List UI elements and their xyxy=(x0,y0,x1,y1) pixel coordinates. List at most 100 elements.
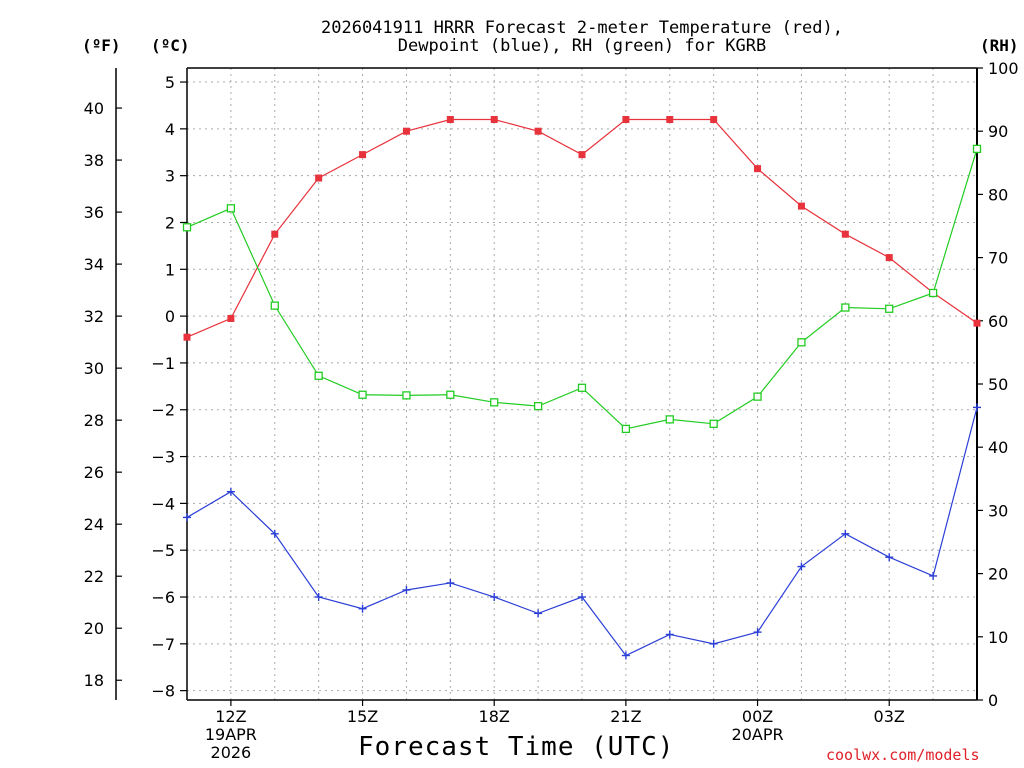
celsius-tick-label: 3 xyxy=(165,167,175,186)
temperature-point xyxy=(227,314,235,322)
fahrenheit-tick-label: 34 xyxy=(84,255,104,274)
fahrenheit-tick-label: 26 xyxy=(84,463,104,482)
dewpoint-point xyxy=(446,578,455,587)
rh-tick-label: 80 xyxy=(988,185,1008,204)
temperature-point xyxy=(315,174,323,182)
temperature-point xyxy=(754,165,762,173)
celsius-tick-label: −7 xyxy=(151,635,175,654)
celsius-tick-label: 5 xyxy=(165,73,175,92)
rh-tick-label: 100 xyxy=(988,59,1019,78)
dewpoint-point xyxy=(183,513,191,522)
temperature-point xyxy=(841,230,849,238)
celsius-tick-label: −8 xyxy=(151,682,175,701)
series-layer xyxy=(182,115,982,660)
fahrenheit-tick-label: 30 xyxy=(84,359,104,378)
rh-tick-label: 40 xyxy=(988,438,1008,457)
celsius-tick-label: 2 xyxy=(165,213,175,232)
temperature-point xyxy=(710,115,718,123)
chart-subtitle: Dewpoint (blue), RH (green) for KGRB xyxy=(397,36,767,56)
rh-point xyxy=(358,390,367,399)
celsius-tick-label: −1 xyxy=(151,354,175,373)
rh-point xyxy=(270,301,279,310)
rh-tick-label: 30 xyxy=(988,501,1008,520)
x-tick-label: 15Z xyxy=(347,707,378,726)
celsius-tick-label: −5 xyxy=(151,541,175,560)
rh-point xyxy=(577,383,587,392)
rh-point xyxy=(972,144,982,154)
temperature-point xyxy=(359,151,367,159)
dewpoint-point xyxy=(885,553,894,562)
temperature-point xyxy=(666,115,674,123)
celsius-tick-label: 4 xyxy=(165,120,175,139)
dewpoint-point xyxy=(841,529,850,538)
dewpoint-point xyxy=(709,639,718,648)
x-tick-label: 19APR xyxy=(205,725,257,744)
dewpoint-point xyxy=(490,593,499,602)
x-tick-label: 00Z xyxy=(742,707,773,726)
temperature-point xyxy=(622,115,630,123)
temperature-point xyxy=(446,115,454,123)
rh-point xyxy=(928,288,938,298)
rh-point xyxy=(446,390,455,399)
rh-tick-label: 50 xyxy=(988,375,1008,394)
fahrenheit-tick-label: 20 xyxy=(84,619,104,638)
rh-point xyxy=(314,371,323,380)
series-temperature xyxy=(183,115,981,341)
chart-title: 2026041911 HRRR Forecast 2-meter Tempera… xyxy=(321,18,843,38)
rh-point xyxy=(533,401,543,411)
x-tick-label: 2026 xyxy=(211,743,252,762)
dewpoint-point xyxy=(402,585,411,594)
celsius-tick-label: −6 xyxy=(151,588,175,607)
dewpoint-point xyxy=(665,630,674,639)
series-dewpoint xyxy=(183,403,981,660)
rh-unit-label: (RH) xyxy=(980,36,1019,55)
dewpoint-point xyxy=(534,609,543,618)
x-axis-label: Forecast Time (UTC) xyxy=(358,732,675,762)
credit-text: coolwx.com/models xyxy=(826,746,980,764)
fahrenheit-tick-label: 36 xyxy=(84,203,104,222)
x-tick-label: 21Z xyxy=(610,707,641,726)
celsius-tick-label: −3 xyxy=(151,448,175,467)
temperature-point xyxy=(490,115,498,123)
celsius-tick-label: 1 xyxy=(165,260,175,279)
x-tick-label: 20APR xyxy=(732,725,784,744)
fahrenheit-tick-label: 32 xyxy=(84,307,104,326)
rh-point xyxy=(402,391,411,400)
fahrenheit-tick-label: 24 xyxy=(84,515,104,534)
dewpoint-point xyxy=(929,571,938,580)
temperature-point xyxy=(578,151,586,159)
fahrenheit-tick-label: 38 xyxy=(84,151,104,170)
fahrenheit-unit-label: (ºF) xyxy=(82,36,121,55)
fahrenheit-tick-label: 18 xyxy=(84,671,104,690)
rh-point xyxy=(621,424,631,434)
axes: −8−7−6−5−4−3−2−1012345182022242628303234… xyxy=(84,59,1019,762)
temperature-point xyxy=(271,230,279,238)
x-tick-label: 03Z xyxy=(874,707,905,726)
temperature-point xyxy=(973,319,981,327)
dewpoint-point xyxy=(314,593,323,602)
fahrenheit-tick-label: 22 xyxy=(84,567,104,586)
dewpoint-point xyxy=(358,604,367,613)
rh-point xyxy=(885,304,894,313)
x-tick-label: 12Z xyxy=(215,707,246,726)
dewpoint-point xyxy=(621,651,630,660)
rh-point xyxy=(797,338,806,347)
temperature-point xyxy=(402,127,410,135)
rh-point xyxy=(182,223,192,232)
celsius-unit-label: (ºC) xyxy=(151,36,190,55)
rh-tick-label: 70 xyxy=(988,249,1008,268)
dewpoint-point xyxy=(797,562,806,571)
x-tick-label: 18Z xyxy=(479,707,510,726)
rh-point xyxy=(709,419,718,428)
dewpoint-point xyxy=(226,487,235,496)
rh-point xyxy=(665,415,674,424)
series-rh xyxy=(182,144,982,434)
temperature-point xyxy=(797,202,805,210)
rh-tick-label: 90 xyxy=(988,122,1008,141)
rh-point xyxy=(841,303,850,312)
temperature-point xyxy=(885,254,893,262)
celsius-tick-label: −2 xyxy=(151,401,175,420)
dewpoint-point xyxy=(578,593,586,602)
dewpoint-point xyxy=(270,529,279,538)
celsius-tick-label: −4 xyxy=(151,494,175,513)
